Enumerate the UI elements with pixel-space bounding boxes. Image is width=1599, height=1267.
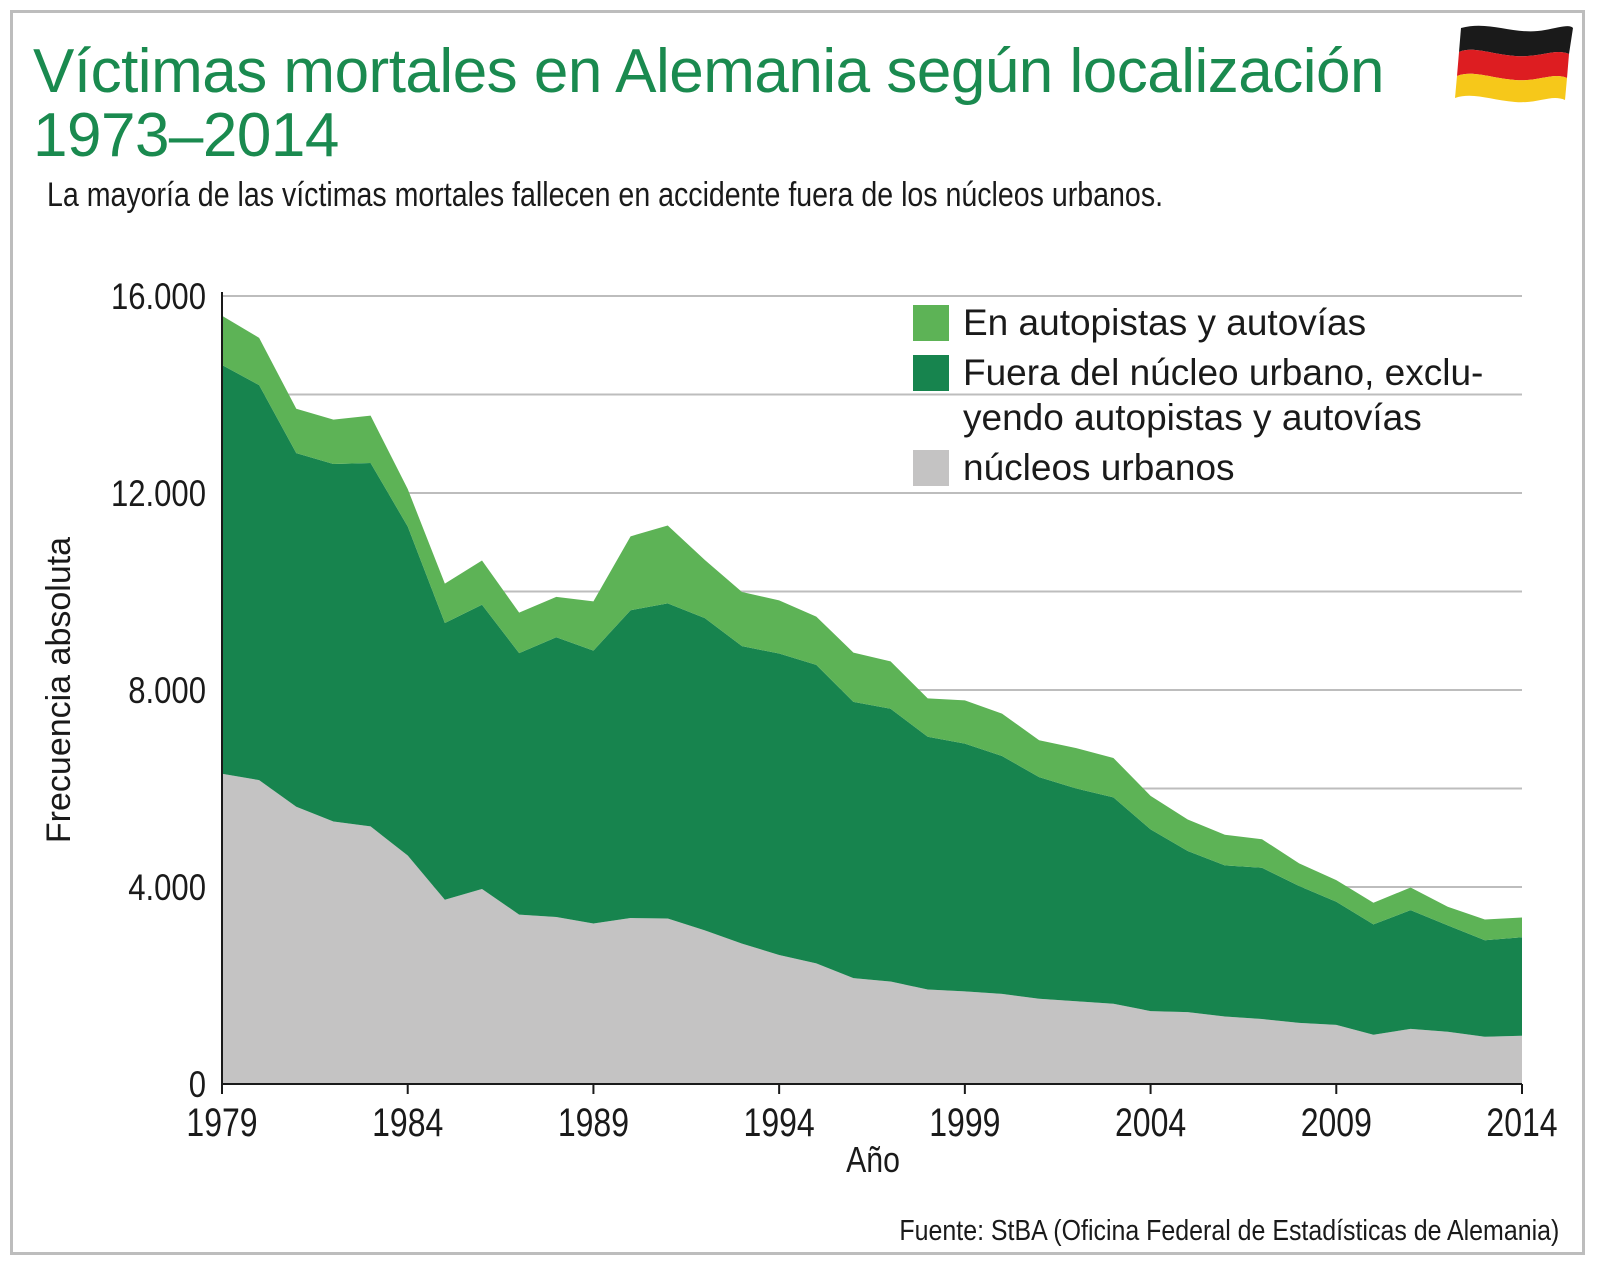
x-tick-label: 1979 bbox=[186, 1100, 257, 1145]
title-line-1: Víctimas mortales en Alemania según loca… bbox=[33, 37, 1385, 106]
chart-title: Víctimas mortales en Alemania según loca… bbox=[33, 37, 1385, 170]
x-tick-labels: 1979 1984 1989 1994 1999 2004 2009 2014 bbox=[186, 1100, 1557, 1145]
x-tick-label: 2004 bbox=[1115, 1100, 1186, 1145]
x-tick-label: 2009 bbox=[1301, 1100, 1372, 1145]
legend-label-urbanos: núcleos urbanos bbox=[963, 447, 1235, 488]
legend-swatch-urbanos bbox=[913, 450, 949, 486]
area-urbanos bbox=[222, 773, 1522, 1084]
y-tick-label: 8.000 bbox=[128, 671, 206, 712]
y-tick-label: 4.000 bbox=[128, 868, 206, 909]
flag-stripe-gold bbox=[1455, 73, 1567, 103]
germany-flag-icon bbox=[1455, 25, 1573, 103]
axes bbox=[221, 292, 1523, 1094]
flag-stripe-red bbox=[1457, 49, 1569, 81]
legend-swatch-fuera bbox=[913, 355, 949, 391]
legend: En autopistas y autovías Fuera del núcleo… bbox=[913, 302, 1483, 488]
area-series bbox=[222, 315, 1522, 1084]
y-tick-label: 12.000 bbox=[111, 474, 206, 515]
chart-subtitle: La mayoría de las víctimas mortales fall… bbox=[47, 176, 1164, 214]
y-tick-labels: 0 4.000 8.000 12.000 16.000 bbox=[111, 277, 206, 1106]
x-axis-label: Año bbox=[846, 1141, 900, 1181]
flag-stripe-black bbox=[1459, 25, 1573, 57]
x-tick-label: 1989 bbox=[558, 1100, 629, 1145]
y-axis-label: Frecuencia absoluta bbox=[40, 537, 78, 843]
title-line-2: 1973–2014 bbox=[33, 101, 339, 170]
source-note: Fuente: StBA (Oficina Federal de Estadís… bbox=[899, 1215, 1559, 1247]
x-tick-label: 1994 bbox=[744, 1100, 815, 1145]
legend-swatch-autopistas bbox=[913, 305, 949, 341]
x-tick-label: 1999 bbox=[929, 1100, 1000, 1145]
legend-label-fuera: Fuera del núcleo urbano, exclu-yendo aut… bbox=[963, 352, 1483, 438]
x-tick-label: 1984 bbox=[372, 1100, 443, 1145]
legend-label-autopistas: En autopistas y autovías bbox=[963, 302, 1366, 343]
y-tick-label: 16.000 bbox=[111, 277, 206, 318]
y-tick-label: 0 bbox=[189, 1065, 206, 1106]
x-tick-label: 2014 bbox=[1486, 1100, 1557, 1145]
area-fuera bbox=[222, 364, 1522, 1037]
